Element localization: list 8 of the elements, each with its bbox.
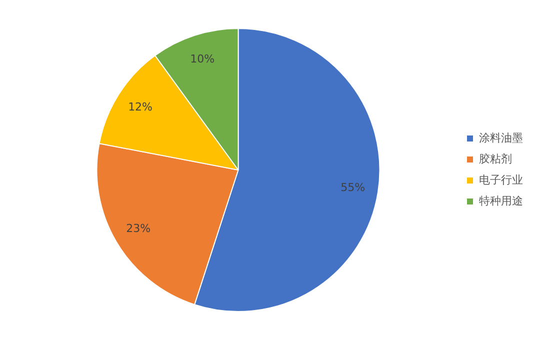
data-label: 12%: [128, 100, 153, 114]
legend-label: 胶粘剂: [479, 152, 512, 166]
data-label: 55%: [340, 181, 366, 194]
data-label: 23%: [126, 222, 151, 235]
legend-label: 涂料油墨: [479, 131, 523, 144]
legend-label: 电子行业: [479, 173, 523, 186]
legend-label: 特种用途: [479, 194, 523, 208]
data-label: 10%: [190, 52, 215, 66]
